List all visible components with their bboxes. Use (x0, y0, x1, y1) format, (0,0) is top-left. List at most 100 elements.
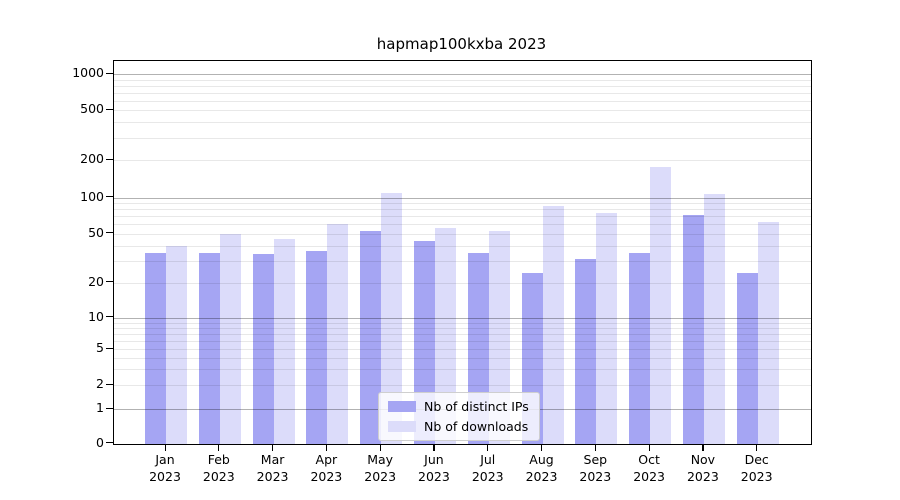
grid-line-minor (114, 110, 811, 112)
y-tick-label: 20 (88, 273, 104, 289)
grid-line-minor (114, 122, 811, 124)
bar-downloads (327, 224, 349, 444)
grid-line-minor (114, 79, 811, 81)
grid-line-minor (114, 100, 811, 102)
grid-line-minor (114, 85, 811, 87)
bar-downloads (166, 245, 187, 444)
grid-line-minor (114, 327, 811, 329)
grid-line-minor (114, 333, 811, 335)
legend-label-distinct-ips: Nb of distinct IPs (424, 399, 529, 414)
bar-distinct-ips (575, 259, 597, 444)
x-tick-label: Nov 2023 (686, 452, 719, 484)
bar-downloads (273, 239, 295, 444)
grid-line-minor (114, 369, 811, 371)
grid-line-minor (114, 233, 811, 235)
grid-line-minor (114, 261, 811, 263)
y-tick-label: 500 (80, 101, 104, 117)
x-tick-mark (594, 444, 596, 451)
bar-distinct-ips (252, 254, 274, 444)
x-tick-mark (164, 444, 166, 451)
x-tick-mark (756, 444, 758, 451)
x-tick-mark (433, 444, 435, 451)
bar-downloads (757, 221, 779, 444)
bar-downloads (381, 192, 403, 444)
y-tick-label: 5 (96, 340, 104, 356)
x-tick-mark (487, 444, 489, 451)
y-tick-label: 1 (96, 400, 104, 416)
grid-line-minor (114, 203, 811, 205)
grid-line-minor (114, 349, 811, 351)
bar-downloads (219, 233, 241, 444)
y-tick-mark (106, 347, 113, 349)
y-tick-label: 10 (88, 308, 104, 324)
bar-distinct-ips (360, 230, 382, 444)
x-tick-mark (272, 444, 274, 451)
grid-line-major (114, 197, 811, 199)
x-tick-mark (541, 444, 543, 451)
grid-line-minor (114, 209, 811, 211)
y-tick-mark (106, 108, 113, 110)
bar-downloads (488, 230, 510, 444)
y-tick-label: 0 (96, 434, 104, 450)
x-tick-mark (325, 444, 328, 451)
x-tick-label: Feb 2023 (202, 452, 235, 484)
y-tick-mark (106, 383, 113, 385)
bar-distinct-ips (145, 252, 166, 444)
grid-line-minor (114, 216, 811, 218)
grid-line-minor (114, 245, 811, 247)
grid-line-major (114, 317, 811, 319)
y-tick-mark (106, 72, 113, 74)
x-tick-label: Apr 2023 (310, 452, 343, 484)
y-tick-mark (106, 196, 113, 198)
grid-line-minor (114, 357, 811, 359)
x-tick-label: May 2023 (364, 452, 397, 484)
x-tick-label: Sep 2023 (579, 452, 612, 484)
y-tick-label: 2 (96, 376, 104, 391)
bar-distinct-ips (198, 252, 220, 444)
legend-item-distinct-ips: Nb of distinct IPs (388, 399, 529, 414)
y-tick-mark (106, 281, 113, 283)
x-tick-label: Jun 2023 (418, 452, 450, 484)
y-tick-mark (106, 158, 113, 160)
bar-downloads (650, 166, 672, 444)
x-tick-mark (218, 444, 220, 451)
x-tick-label: Aug 2023 (525, 452, 558, 484)
x-tick-label: Jul 2023 (471, 452, 504, 484)
grid-line-minor (114, 138, 811, 140)
grid-line-minor (114, 224, 811, 226)
legend-item-downloads: Nb of downloads (388, 419, 529, 434)
bar-distinct-ips (306, 251, 328, 444)
legend: Nb of distinct IPs Nb of downloads (378, 392, 540, 441)
y-tick-label: 1000 (72, 65, 104, 80)
legend-swatch-distinct-ips (388, 401, 416, 412)
y-tick-mark (106, 232, 113, 234)
bar-distinct-ips (629, 252, 651, 444)
bar-downloads (542, 206, 564, 444)
plot-area (113, 60, 812, 445)
legend-swatch-downloads (388, 421, 416, 432)
y-tick-label: 200 (80, 151, 104, 167)
x-tick-label: Oct 2023 (633, 452, 666, 484)
grid-line-minor (114, 385, 811, 386)
bar-downloads (703, 193, 725, 444)
grid-line-minor (114, 340, 811, 342)
x-tick-label: Dec 2023 (740, 452, 773, 484)
x-tick-mark (379, 444, 381, 451)
y-tick-mark (106, 316, 113, 318)
y-tick-mark (106, 442, 113, 444)
grid-line-major (114, 74, 811, 75)
y-tick-label: 50 (88, 224, 104, 240)
legend-label-downloads: Nb of downloads (424, 419, 529, 434)
x-tick-mark (702, 444, 704, 451)
grid-line-minor (114, 92, 811, 94)
bar-distinct-ips (736, 272, 758, 444)
y-tick-label: 100 (80, 188, 104, 204)
bar-distinct-ips (682, 215, 704, 444)
x-tick-mark (648, 444, 650, 451)
x-tick-label: Mar 2023 (256, 452, 289, 484)
x-tick-label: Jan 2023 (149, 452, 181, 484)
bar-downloads (596, 213, 618, 444)
bar-downloads (434, 227, 456, 444)
grid-line-minor (114, 160, 811, 162)
grid-line-minor (114, 282, 811, 284)
